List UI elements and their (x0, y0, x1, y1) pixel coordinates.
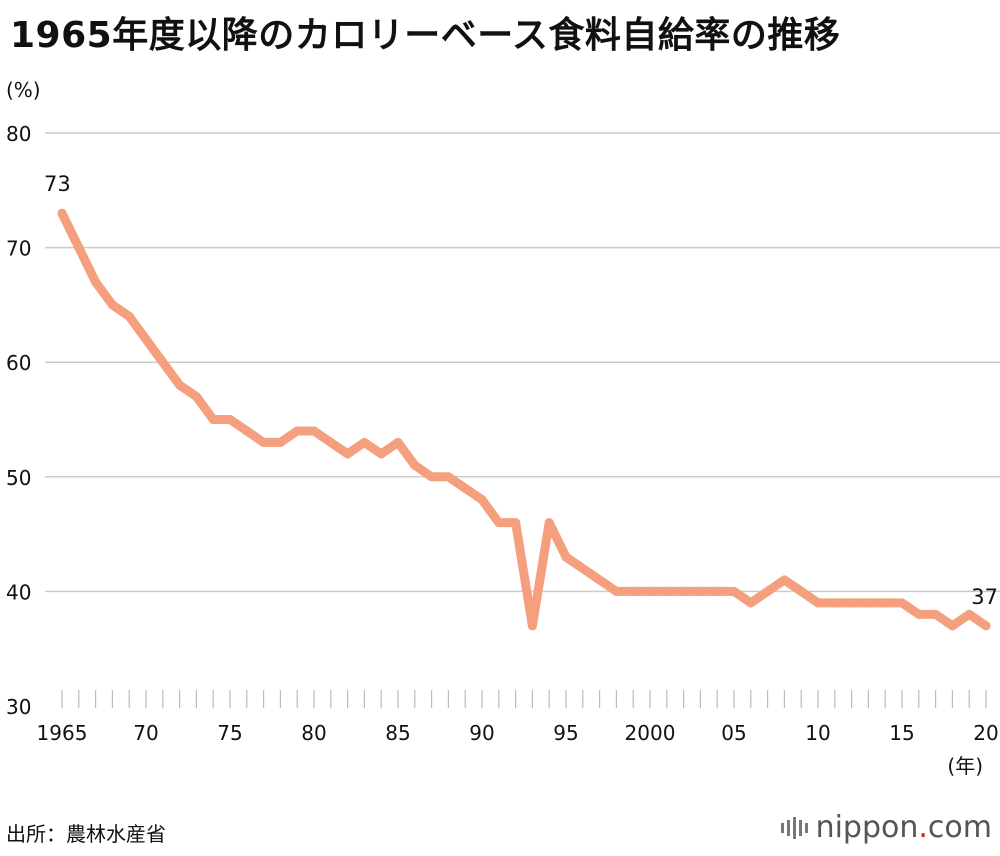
data-point (847, 598, 857, 608)
source-note: 出所：農林水産省 (6, 822, 166, 846)
data-point (611, 586, 621, 596)
data-point (628, 586, 638, 596)
y-tick-label: 40 (6, 580, 31, 604)
data-point (830, 598, 840, 608)
data-point (511, 518, 521, 528)
data-point (779, 575, 789, 585)
y-axis-labels: 30 40 50 60 70 80 (6, 122, 31, 719)
data-point (595, 575, 605, 585)
data-point (662, 586, 672, 596)
x-unit-label: (年) (947, 754, 983, 778)
logo-dot: . (918, 810, 928, 845)
data-point (897, 598, 907, 608)
data-point (225, 415, 235, 424)
data-point (343, 449, 353, 459)
data-point (191, 392, 201, 402)
y-tick-label: 60 (6, 351, 31, 375)
data-point (393, 437, 403, 447)
data-point (242, 426, 252, 436)
series-line (57, 208, 991, 631)
data-label: 73 (44, 172, 71, 196)
data-annotations: 73 37 (44, 172, 998, 609)
x-tick-label: 15 (889, 721, 914, 745)
data-point (359, 437, 369, 447)
data-point (326, 437, 336, 447)
chart-title: 1965年度以降のカロリーベース食料自給率の推移 (10, 15, 841, 56)
data-point (208, 415, 218, 424)
y-unit-label: (%) (6, 78, 41, 102)
data-point (679, 586, 689, 596)
data-label: 37 (971, 585, 998, 609)
x-axis-ticks (61, 690, 987, 708)
data-point (763, 586, 773, 596)
data-point (695, 586, 705, 596)
data-point (494, 518, 504, 528)
data-point (376, 449, 386, 459)
x-tick-label: 10 (805, 721, 830, 745)
grid-lines (45, 132, 1000, 593)
data-point (91, 277, 101, 287)
data-point (477, 495, 487, 505)
data-point (175, 380, 185, 390)
data-point (292, 426, 302, 436)
data-point (275, 437, 285, 447)
data-point (57, 208, 67, 218)
data-point (309, 426, 319, 436)
nippon-logo: nippon.com (780, 810, 992, 845)
data-point (124, 311, 134, 321)
data-point (813, 598, 823, 608)
data-point (863, 598, 873, 608)
x-tick-label: 20 (973, 721, 998, 745)
data-point (410, 460, 420, 470)
data-point (712, 586, 722, 596)
x-tick-label: 95 (553, 721, 578, 745)
data-point (729, 586, 739, 596)
logo-suffix: com (927, 810, 992, 845)
data-point (561, 552, 571, 562)
data-point (914, 609, 924, 619)
line-chart: 30 40 50 60 70 80 1965 70 75 80 85 90 95 2000 05 10 15 2… (6, 122, 1000, 778)
data-point (460, 483, 470, 493)
x-tick-label: 2000 (625, 721, 676, 745)
x-tick-label: 90 (469, 721, 494, 745)
data-point (796, 586, 806, 596)
y-tick-label: 30 (6, 695, 31, 719)
data-point (259, 437, 269, 447)
data-point (443, 472, 453, 482)
data-point (158, 357, 168, 367)
x-tick-label: 85 (385, 721, 410, 745)
y-tick-label: 50 (6, 466, 31, 490)
logo-text: nippon (815, 810, 919, 845)
data-point (427, 472, 437, 482)
data-point (964, 609, 974, 619)
data-point (981, 621, 991, 631)
data-point (645, 586, 655, 596)
x-tick-label: 05 (721, 721, 746, 745)
y-tick-label: 70 (6, 237, 31, 261)
logo-bars-icon (780, 816, 808, 839)
data-point (141, 334, 151, 344)
data-point (107, 300, 117, 310)
x-tick-label: 70 (133, 721, 158, 745)
data-point (947, 621, 957, 631)
x-tick-label: 1965 (37, 721, 88, 745)
data-point (746, 598, 756, 608)
data-points (57, 208, 991, 631)
data-point (578, 563, 588, 573)
data-point (74, 243, 84, 253)
data-point (544, 518, 554, 528)
y-tick-label: 80 (6, 122, 31, 146)
data-point (931, 609, 941, 619)
x-tick-label: 80 (301, 721, 326, 745)
data-point (880, 598, 890, 608)
data-point (527, 621, 537, 631)
x-axis-labels: 1965 70 75 80 85 90 95 2000 05 10 15 20 (37, 721, 999, 745)
x-tick-label: 75 (217, 721, 242, 745)
